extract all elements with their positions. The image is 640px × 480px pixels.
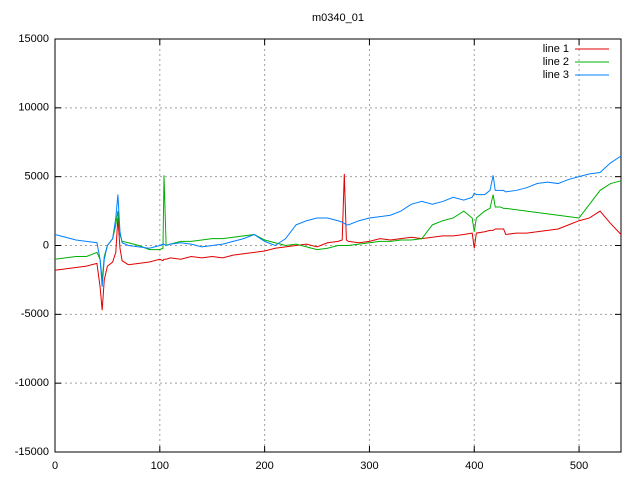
plot-frame bbox=[54, 38, 622, 453]
y-tick-label: -10000 bbox=[15, 377, 49, 389]
y-tick-label: -15000 bbox=[15, 446, 49, 458]
chart-title: m0340_01 bbox=[312, 12, 364, 24]
y-tick-label: 10000 bbox=[18, 102, 49, 114]
legend-label: line 3 bbox=[543, 69, 569, 81]
legend-label: line 2 bbox=[543, 56, 569, 68]
x-tick-label: 0 bbox=[52, 460, 58, 472]
y-tick-label: 5000 bbox=[25, 171, 49, 183]
x-tick-label: 300 bbox=[360, 460, 378, 472]
y-tick-label: 0 bbox=[43, 239, 49, 251]
data-line bbox=[54, 155, 622, 287]
x-tick-label: 400 bbox=[465, 460, 483, 472]
data-line bbox=[54, 173, 622, 311]
y-tick-label: 15000 bbox=[18, 33, 49, 45]
x-tick-label: 100 bbox=[151, 460, 169, 472]
legend-label: line 1 bbox=[543, 43, 569, 55]
y-tick-label: -5000 bbox=[21, 308, 49, 320]
x-tick-label: 200 bbox=[255, 460, 273, 472]
x-tick-label: 500 bbox=[570, 460, 588, 472]
